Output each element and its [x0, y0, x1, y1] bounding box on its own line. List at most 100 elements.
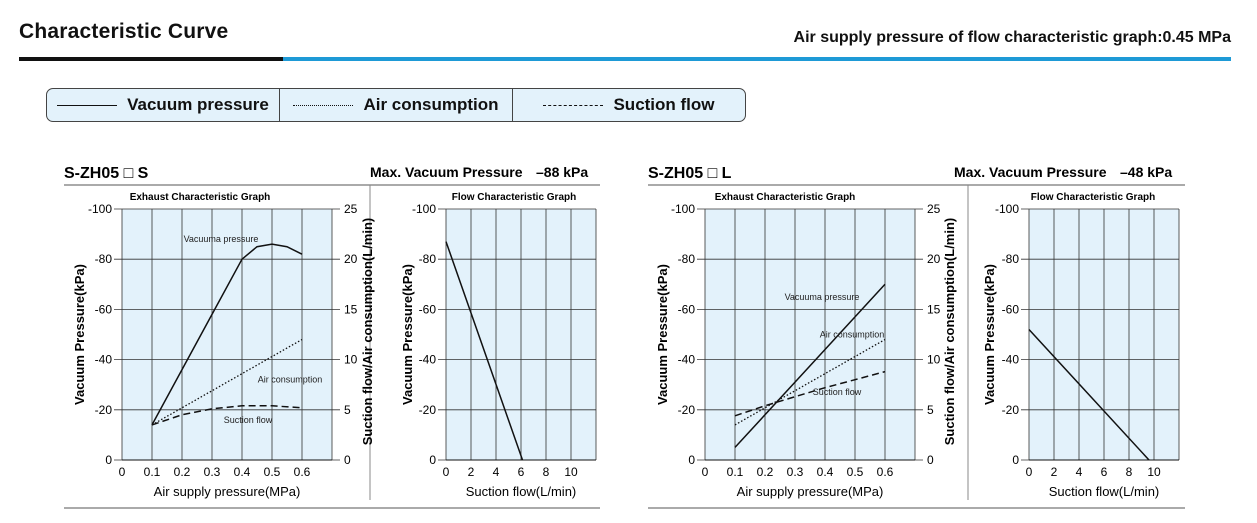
x-tick-label: 0.5	[847, 465, 864, 479]
x-tick-label: 8	[543, 465, 550, 479]
y2-tick-label: 25	[344, 202, 358, 216]
series-annotation: Suction flow	[224, 415, 273, 425]
series-line	[734, 338, 886, 426]
y-tick-label: -40	[419, 353, 437, 367]
y2-tick-label: 15	[927, 302, 941, 316]
x-tick-label: 0	[702, 465, 709, 479]
title-rule-dark	[19, 57, 283, 61]
y-tick-label: -20	[678, 403, 696, 417]
x-axis-label: Air supply pressure(MPa)	[154, 484, 301, 499]
exhaust-chart-l: Exhaust Characteristic Graph 0 0.1 0.2 0.3 0.…	[655, 192, 957, 499]
model-name: S-ZH05 □ S	[64, 165, 149, 182]
x-tick-label: 10	[564, 465, 578, 479]
page-subtitle: Air supply pressure of flow characterist…	[793, 29, 1231, 46]
max-vacuum-label: Max. Vacuum Pressure	[954, 164, 1107, 180]
x-tick-label: 0.1	[727, 465, 744, 479]
x-axis-label: Air supply pressure(MPa)	[737, 484, 884, 499]
series-line	[151, 405, 303, 426]
legend-label: Suction flow	[613, 95, 715, 114]
page-title: Characteristic Curve	[19, 20, 229, 43]
y2-tick-label: 0	[927, 453, 934, 467]
y-tick-label: -80	[1002, 252, 1020, 266]
x-tick-label: 0.6	[877, 465, 894, 479]
max-vacuum-value: –88 kPa	[536, 164, 588, 180]
legend-label: Vacuum pressure	[127, 95, 269, 114]
y-tick-label: -80	[95, 252, 113, 266]
y-tick-label: -60	[1002, 302, 1020, 316]
flow-chart-l: Flow Characteristic Graph 0 2 4 6 8 10 0 -20 -40 -…	[982, 192, 1180, 499]
chart-title: Flow Characteristic Graph	[1031, 192, 1155, 203]
y-axis-label: Vacuum Pressure(kPa)	[982, 264, 997, 405]
x-tick-label: 6	[1101, 465, 1108, 479]
x-tick-label: 8	[1126, 465, 1133, 479]
series-line	[1028, 328, 1150, 461]
x-tick-label: 4	[493, 465, 500, 479]
max-vacuum-value: –48 kPa	[1120, 164, 1172, 180]
x-axis-label: Suction flow(L/min)	[1049, 484, 1160, 499]
y-tick-label: -80	[419, 252, 437, 266]
x-tick-label: 0.1	[144, 465, 161, 479]
x-tick-label: 2	[468, 465, 475, 479]
y-tick-label: -60	[419, 302, 437, 316]
x-tick-label: 6	[518, 465, 525, 479]
y-tick-label: -80	[678, 252, 696, 266]
y2-tick-label: 20	[344, 252, 358, 266]
y2-axis-label: Suction flow/Air consumption(L/min)	[360, 218, 375, 445]
series-annotation: Air consumption	[820, 330, 885, 340]
legend-label: Air consumption	[363, 95, 499, 114]
y-tick-label: -40	[678, 353, 696, 367]
exhaust-chart-s: Exhaust Characteristic Graph 0 0.1 0.2 0.3 0.…	[72, 192, 375, 499]
series-line	[445, 241, 524, 461]
y2-tick-label: 5	[927, 403, 934, 417]
title-rule-blue	[283, 57, 1231, 61]
chart-title: Exhaust Characteristic Graph	[130, 192, 271, 203]
flow-chart-s: Flow Characteristic Graph 0 2 4 6 8 10 0 -20 -40 -…	[400, 192, 597, 499]
x-tick-label: 0.4	[234, 465, 251, 479]
series-line	[734, 370, 886, 417]
y-tick-label: -60	[95, 302, 113, 316]
y-tick-label: 0	[429, 453, 436, 467]
x-tick-label: 0.6	[294, 465, 311, 479]
y-axis-label: Vacuum Pressure(kPa)	[655, 264, 670, 405]
series-annotation: Air consumption	[258, 375, 323, 385]
x-tick-label: 0.4	[817, 465, 834, 479]
legend-item-air: Air consumption	[279, 89, 512, 121]
y-tick-label: -40	[95, 353, 113, 367]
series-annotation: Vacuuma pressure	[184, 234, 259, 244]
x-tick-label: 0	[119, 465, 126, 479]
dashdot-line-icon	[543, 104, 604, 106]
series-line	[734, 283, 886, 448]
y-tick-label: -20	[1002, 403, 1020, 417]
y-tick-label: 0	[105, 453, 112, 467]
y-tick-label: -20	[95, 403, 113, 417]
y-tick-label: 0	[688, 453, 695, 467]
plot-area	[122, 209, 332, 460]
y2-tick-label: 15	[344, 302, 358, 316]
y2-tick-label: 10	[344, 353, 358, 367]
y-tick-label: -100	[412, 202, 436, 216]
series-line	[151, 243, 303, 426]
y-axis-label: Vacuum Pressure(kPa)	[400, 264, 415, 405]
y2-axis-label: Suction flow/Air consumption(L/min)	[942, 218, 957, 445]
x-tick-label: 10	[1147, 465, 1161, 479]
x-tick-label: 0.2	[757, 465, 774, 479]
y2-tick-label: 0	[344, 453, 351, 467]
series-line	[151, 338, 303, 426]
max-vacuum-label: Max. Vacuum Pressure	[370, 164, 523, 180]
model-name: S-ZH05 □ L	[648, 165, 732, 182]
y2-tick-label: 10	[927, 353, 941, 367]
x-tick-label: 4	[1076, 465, 1083, 479]
solid-line-icon	[57, 104, 118, 106]
dotted-line-icon	[293, 104, 354, 106]
y-tick-label: 0	[1012, 453, 1019, 467]
x-tick-label: 0.2	[174, 465, 191, 479]
plot-area	[705, 209, 915, 460]
legend: Vacuum pressure Air consumption Suction …	[46, 88, 746, 122]
legend-item-vacuum: Vacuum pressure	[47, 89, 279, 121]
y2-tick-label: 20	[927, 252, 941, 266]
y-tick-label: -100	[995, 202, 1019, 216]
x-tick-label: 0.3	[787, 465, 804, 479]
chart-title: Exhaust Characteristic Graph	[715, 192, 856, 203]
y-tick-label: -40	[1002, 353, 1020, 367]
y-tick-label: -60	[678, 302, 696, 316]
